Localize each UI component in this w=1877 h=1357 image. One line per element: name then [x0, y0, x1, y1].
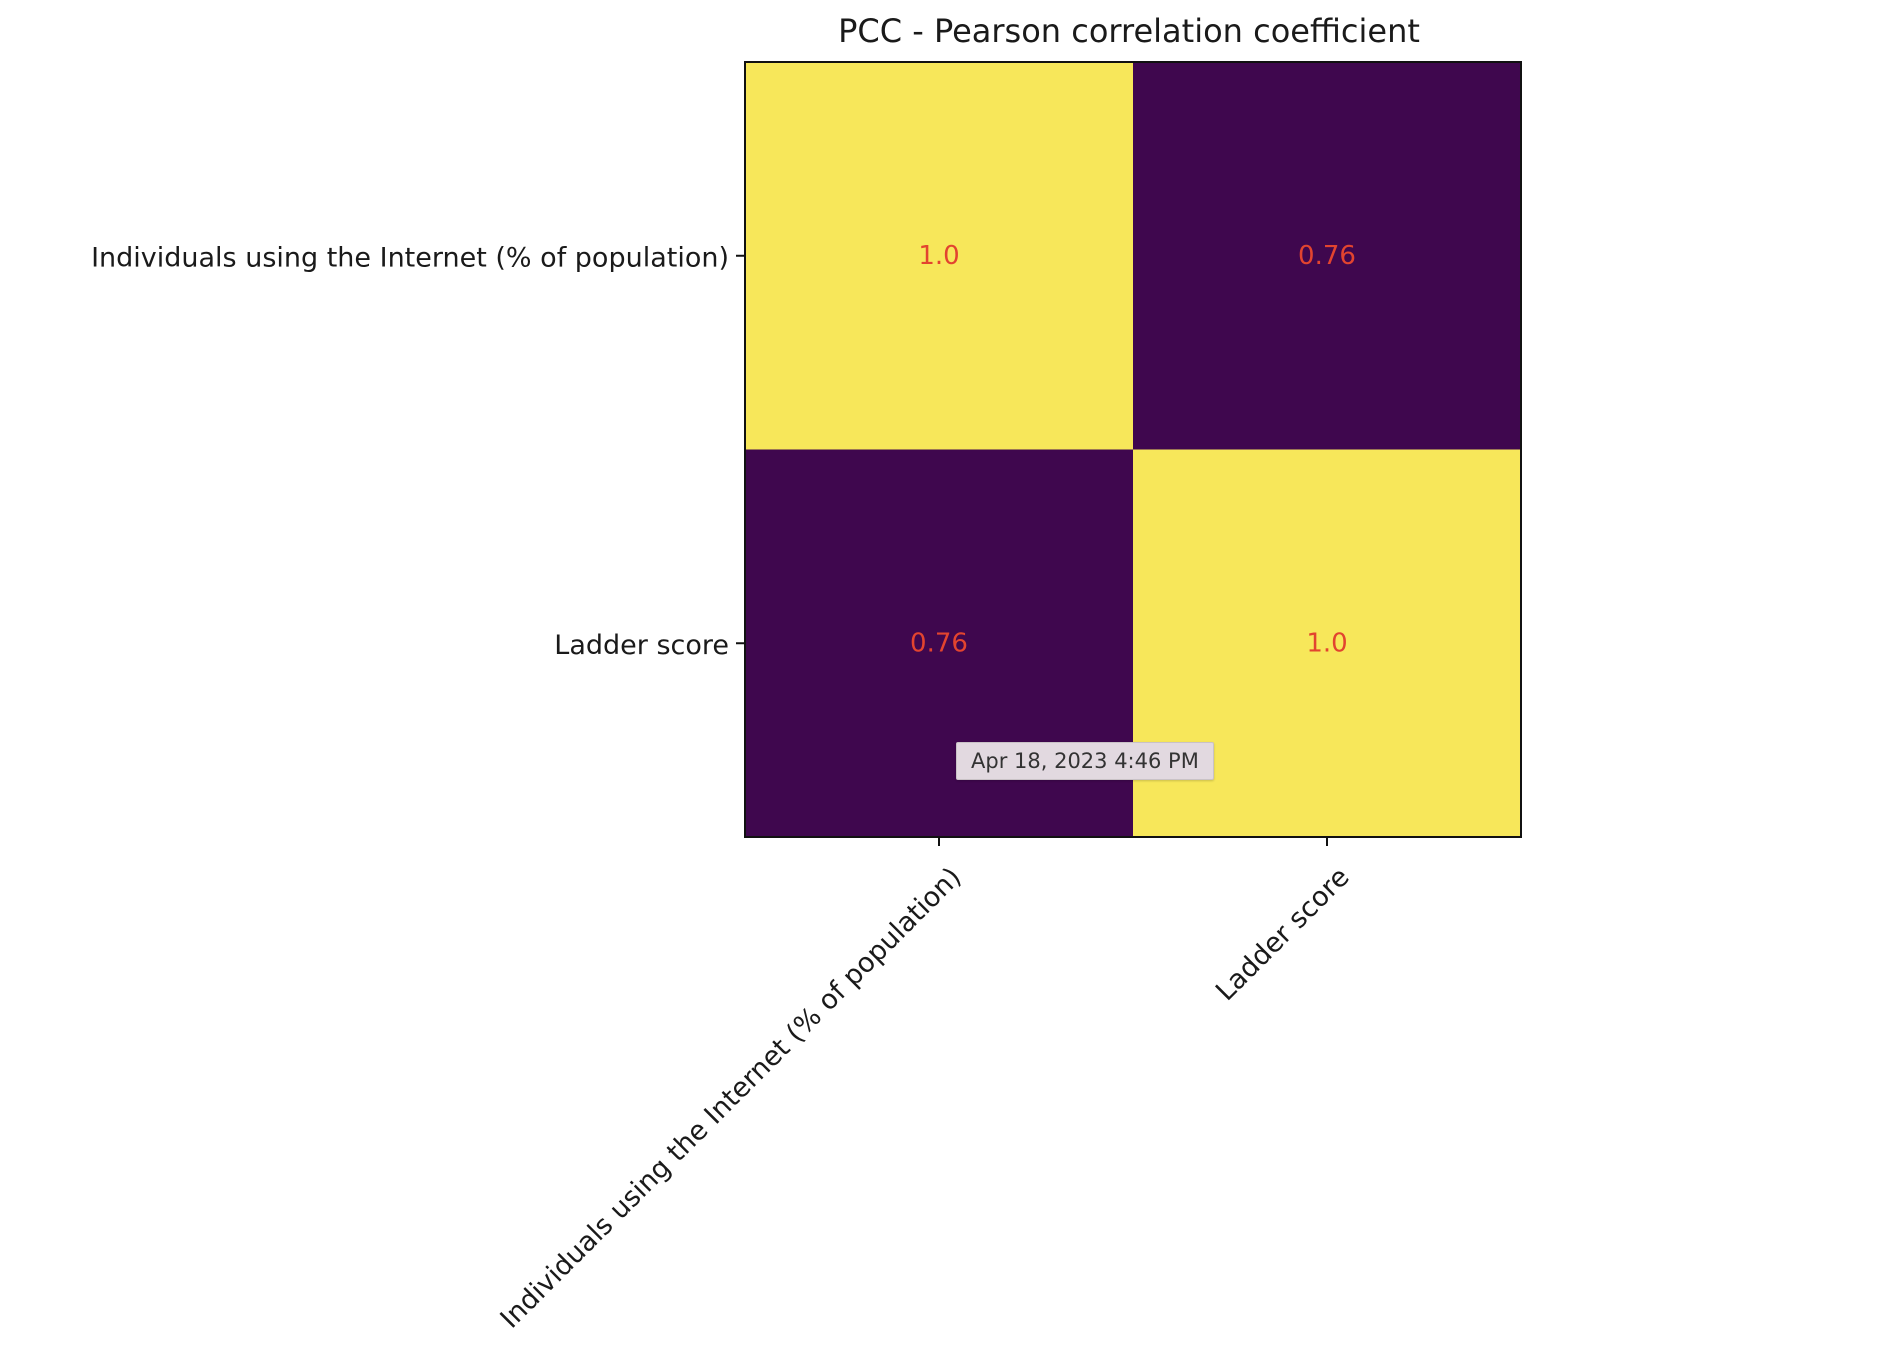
- y-axis: Individuals using the Internet (% of pop…: [91, 242, 745, 661]
- x-tick-label: Ladder score: [1210, 862, 1355, 1007]
- y-tick-label: Ladder score: [554, 630, 729, 661]
- chart-title: PCC - Pearson correlation coefficient: [838, 12, 1420, 50]
- x-axis: Individuals using the Internet (% of pop…: [495, 837, 1356, 1335]
- cell-value-label: 0.76: [910, 628, 968, 658]
- heatmap-cells: [745, 62, 1522, 838]
- cell-annotations: 1.0 0.76 0.76 1.0: [910, 241, 1356, 659]
- plot-frame: [744, 61, 1522, 838]
- y-tick-label: Individuals using the Internet (% of pop…: [91, 242, 729, 273]
- cell-value-label: 1.0: [1306, 628, 1347, 658]
- heatmap-cell: [1133, 62, 1522, 450]
- x-tick-label: Individuals using the Internet (% of pop…: [495, 862, 968, 1335]
- cell-value-label: 1.0: [918, 241, 959, 271]
- cell-value-label: 0.76: [1298, 241, 1356, 271]
- heatmap-cell: [745, 62, 1134, 450]
- timestamp-tooltip: Apr 18, 2023 4:46 PM: [956, 742, 1214, 780]
